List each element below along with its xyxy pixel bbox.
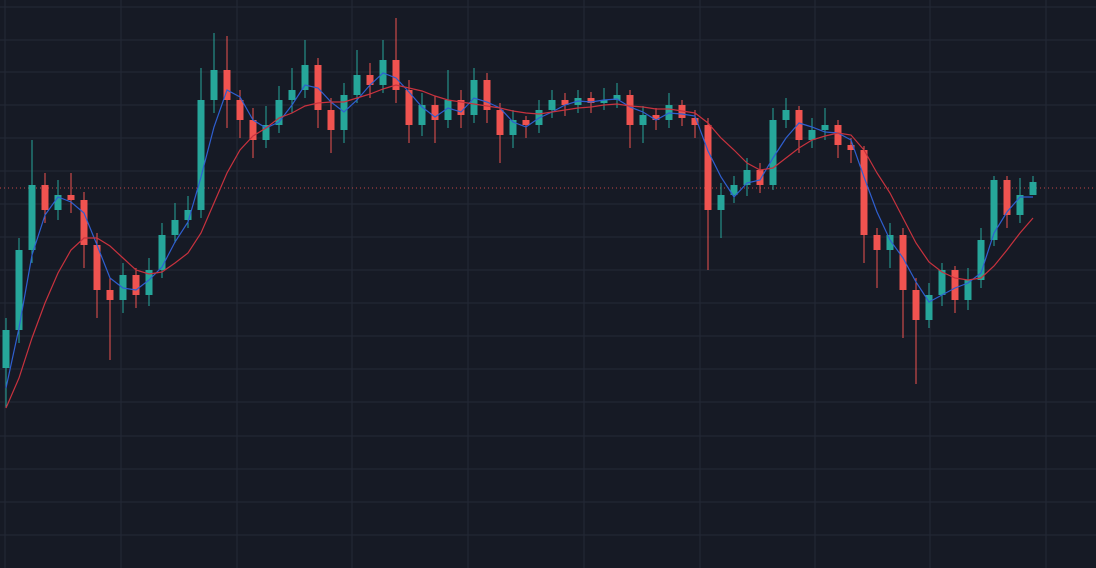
candle-body [392, 60, 400, 90]
candle-body [223, 70, 231, 100]
candle-body [873, 235, 881, 250]
candle-body [327, 110, 335, 130]
candle-body [80, 200, 88, 245]
candle-body [15, 250, 23, 330]
candle-body [418, 105, 426, 125]
candle-body [496, 110, 504, 135]
candle-body [483, 80, 491, 110]
candle-body [886, 235, 894, 250]
candle-body [262, 125, 270, 140]
candle-body [522, 120, 530, 125]
candle-body [795, 110, 803, 140]
candle-body [54, 195, 62, 210]
candle-body [353, 75, 361, 95]
candle-body [951, 270, 959, 300]
candle-body [288, 90, 296, 100]
candle-body [1016, 195, 1024, 215]
candle-body [834, 125, 842, 145]
candle-body [301, 65, 309, 90]
candle-body [184, 210, 192, 220]
candle-body [704, 125, 712, 210]
candle-body [2, 330, 10, 368]
candle-body [821, 125, 829, 130]
candle-body [600, 100, 608, 103]
candle-body [782, 110, 790, 120]
candle-body [990, 180, 998, 240]
candle-body [730, 185, 738, 195]
candle-body [405, 90, 413, 125]
candle-body [964, 280, 972, 300]
moving-average-line [5, 72, 1033, 389]
candle-body [431, 105, 439, 120]
candle-body [171, 220, 179, 235]
candle-body [457, 100, 465, 115]
candle-body [197, 100, 205, 210]
candle-body [639, 115, 647, 125]
candle-body [613, 95, 621, 100]
candle-body [652, 115, 660, 120]
candle-body [210, 70, 218, 100]
candle-body [847, 145, 855, 150]
candle-body [158, 235, 166, 270]
candle-body [145, 270, 153, 295]
moving-average-line [5, 84, 1034, 409]
candle-body [41, 185, 49, 210]
candle-body [561, 100, 569, 105]
candle-body [899, 235, 907, 290]
candle-body [509, 120, 517, 135]
candle-body [977, 240, 985, 280]
candle-body [808, 130, 816, 140]
candle-body [691, 118, 699, 125]
candle-body [236, 100, 244, 120]
candle-body [28, 185, 36, 250]
candle-body [548, 100, 556, 110]
candle-body [769, 120, 777, 185]
candle-body [756, 170, 764, 185]
candle-body [717, 195, 725, 210]
candle-body [106, 290, 114, 300]
candle-body [587, 98, 595, 103]
candle-body [67, 195, 75, 200]
candle-body [444, 100, 452, 120]
candle-body [275, 100, 283, 125]
candle-body [249, 120, 257, 140]
candle-body [626, 95, 634, 125]
candle-body [860, 150, 868, 235]
candle-body [1003, 180, 1011, 215]
candle-body [938, 270, 946, 295]
candle-body [925, 295, 933, 320]
candle-body [1029, 182, 1037, 195]
candle-body [93, 245, 101, 290]
candle-body [366, 75, 374, 85]
candle-body [132, 275, 140, 295]
candle-body [743, 170, 751, 185]
candle-body [912, 290, 920, 320]
